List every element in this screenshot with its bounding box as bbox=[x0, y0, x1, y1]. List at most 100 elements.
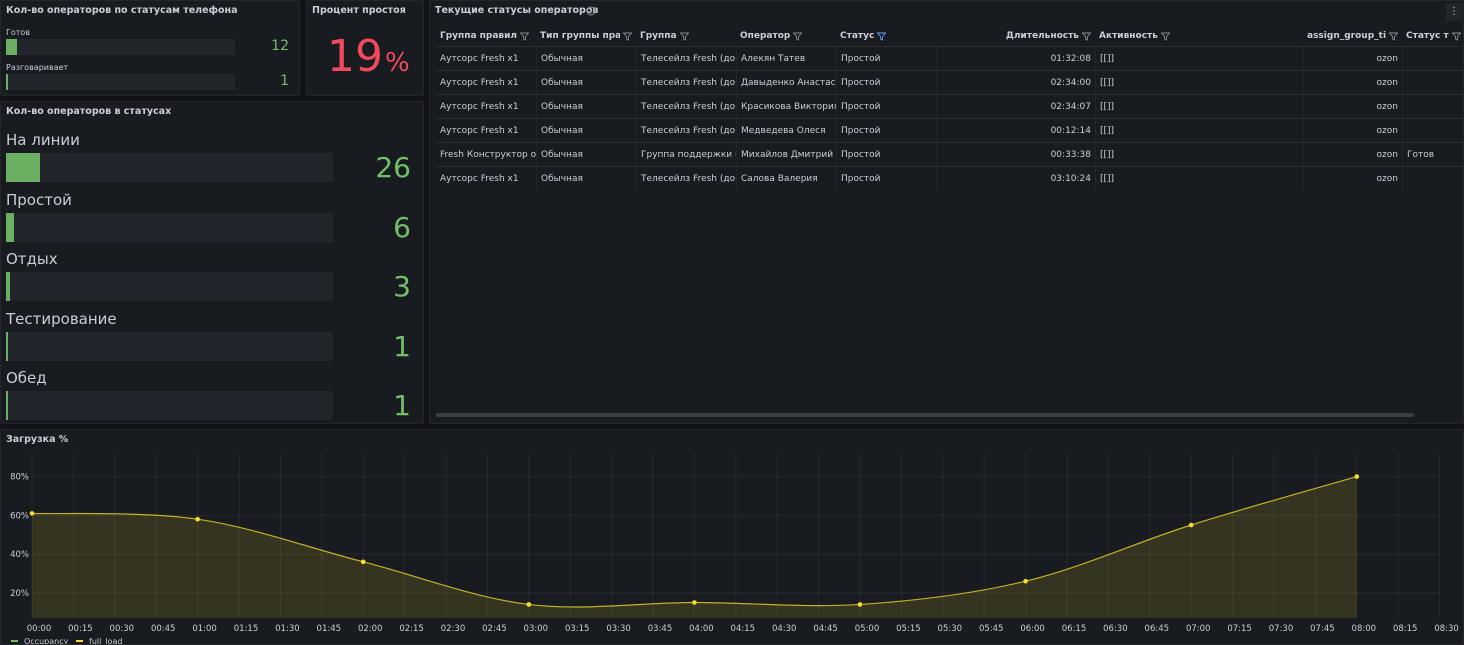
header-text: Группа правил bbox=[440, 25, 517, 47]
table-cell: 01:32:08 bbox=[936, 47, 1095, 71]
x-tick-label: 08:15 bbox=[1393, 624, 1418, 634]
column-header[interactable]: Тип группы прав bbox=[536, 25, 636, 47]
line-chart: 00:0000:1500:3000:4501:0001:1501:3001:45… bbox=[1, 430, 1463, 644]
idle-percent-panel: Процент простоя 19% bbox=[306, 0, 424, 96]
filter-icon[interactable] bbox=[520, 32, 529, 41]
x-tick-label: 02:45 bbox=[482, 624, 507, 634]
x-tick-label: 05:45 bbox=[979, 624, 1004, 634]
gauge-value: 1 bbox=[280, 73, 289, 89]
y-tick-label: 20% bbox=[10, 589, 29, 599]
x-tick-label: 02:15 bbox=[399, 624, 424, 634]
table-cell: Обычная bbox=[536, 95, 636, 119]
x-tick-label: 01:00 bbox=[192, 624, 217, 634]
table-cell: Медведева Олеся bbox=[736, 119, 836, 143]
panel-title: Кол-во операторов по статусам телефона bbox=[6, 5, 238, 16]
gauge-value: 6 bbox=[393, 211, 411, 244]
header-text: Активность bbox=[1099, 25, 1158, 47]
column-header[interactable]: assign_group_ticl bbox=[1303, 25, 1402, 47]
table-cell: ozon bbox=[1303, 119, 1402, 143]
info-icon[interactable] bbox=[586, 6, 596, 16]
gauge-bar bbox=[6, 74, 8, 90]
scrollbar[interactable] bbox=[436, 413, 1414, 417]
gauge-value: 1 bbox=[393, 330, 411, 363]
table-cell: [[]] bbox=[1095, 71, 1303, 95]
x-tick-label: 02:30 bbox=[441, 624, 466, 634]
y-tick-label: 80% bbox=[10, 473, 29, 483]
column-header[interactable]: Оператор bbox=[736, 25, 836, 47]
table-cell: Обычная bbox=[536, 167, 636, 191]
panel-title: Процент простоя bbox=[312, 5, 406, 16]
x-tick-label: 01:15 bbox=[234, 624, 259, 634]
table-cell: Красикова Виктория bbox=[736, 95, 836, 119]
gauge-label: Разговаривает bbox=[6, 63, 68, 72]
filter-icon[interactable] bbox=[1452, 32, 1461, 41]
x-tick-label: 06:15 bbox=[1062, 624, 1087, 634]
table-cell: Обычная bbox=[536, 47, 636, 71]
point bbox=[195, 517, 200, 522]
gauge-value: 3 bbox=[393, 270, 411, 303]
header-text: Длительность bbox=[1006, 25, 1079, 47]
column-header[interactable]: Статус теле bbox=[1402, 25, 1464, 47]
table-cell: 02:34:00 bbox=[936, 71, 1095, 95]
column-header[interactable]: Группа bbox=[636, 25, 736, 47]
table-cell: Телесейлз Fresh (до bbox=[636, 167, 736, 191]
phone-status-panel: Кол-во операторов по статусам телефона Г… bbox=[0, 0, 300, 96]
table-cell: ozon bbox=[1303, 47, 1402, 71]
table-cell: Телесейлз Fresh (до bbox=[636, 47, 736, 71]
gauge-track bbox=[6, 332, 333, 361]
x-tick-label: 02:00 bbox=[358, 624, 383, 634]
filter-icon[interactable] bbox=[1161, 32, 1170, 41]
column-header[interactable]: Статус bbox=[836, 25, 936, 47]
legend-label[interactable]: full_load bbox=[89, 637, 122, 644]
table-cell bbox=[1402, 95, 1464, 119]
filter-icon[interactable] bbox=[623, 32, 632, 41]
gauge-value: 12 bbox=[271, 38, 289, 54]
table-cell: Обычная bbox=[536, 119, 636, 143]
filter-icon[interactable] bbox=[1389, 32, 1398, 41]
table-cell: Алекян Татев bbox=[736, 47, 836, 71]
column-header[interactable]: Группа правил bbox=[436, 25, 536, 47]
column-header[interactable]: Активность bbox=[1095, 25, 1303, 47]
y-tick-label: 40% bbox=[10, 550, 29, 560]
x-tick-label: 04:15 bbox=[731, 624, 756, 634]
x-tick-label: 07:45 bbox=[1310, 624, 1335, 634]
legend-label[interactable]: Occupancy bbox=[24, 637, 69, 644]
gauge-track bbox=[6, 153, 333, 182]
filter-icon[interactable] bbox=[793, 32, 802, 41]
x-tick-label: 04:30 bbox=[772, 624, 797, 634]
x-tick-label: 06:00 bbox=[1020, 624, 1045, 634]
x-tick-label: 06:45 bbox=[1145, 624, 1170, 634]
x-tick-label: 07:15 bbox=[1227, 624, 1252, 634]
x-tick-label: 01:45 bbox=[317, 624, 342, 634]
table-cell bbox=[1402, 167, 1464, 191]
x-tick-label: 03:00 bbox=[524, 624, 549, 634]
header-text: Группа bbox=[640, 25, 677, 47]
header-text: Оператор bbox=[740, 25, 790, 47]
filter-icon[interactable] bbox=[680, 32, 689, 41]
point bbox=[361, 560, 366, 565]
gauge-label: На линии bbox=[6, 131, 80, 149]
table-cell: ozon bbox=[1303, 71, 1402, 95]
filter-icon[interactable] bbox=[877, 32, 886, 41]
panel-menu[interactable]: ⋮ bbox=[1446, 3, 1462, 21]
table-cell: Простой bbox=[836, 119, 936, 143]
table-cell: Аутсорс Fresh x1 bbox=[436, 95, 536, 119]
table-cell: Простой bbox=[836, 47, 936, 71]
gauge-bar bbox=[6, 332, 8, 361]
table-cell: 02:34:07 bbox=[936, 95, 1095, 119]
gauge-value: 1 bbox=[393, 389, 411, 422]
column-header[interactable]: Длительность bbox=[936, 25, 1095, 47]
gauge-track bbox=[6, 272, 333, 301]
table-cell: Аутсорс Fresh x1 bbox=[436, 47, 536, 71]
x-tick-label: 03:45 bbox=[648, 624, 673, 634]
table-cell bbox=[1402, 47, 1464, 71]
table-panel: Текущие статусы операторов ⋮ Группа прав… bbox=[429, 0, 1464, 424]
gauge-bar bbox=[6, 272, 10, 301]
gauge-value: 26 bbox=[375, 151, 411, 184]
gauge-label: Простой bbox=[6, 191, 72, 209]
table-cell: Давыденко Анастас bbox=[736, 71, 836, 95]
table-cell: 00:33:38 bbox=[936, 143, 1095, 167]
gauge-bar bbox=[6, 391, 8, 420]
table-cell: 00:12:14 bbox=[936, 119, 1095, 143]
filter-icon[interactable] bbox=[1082, 32, 1091, 41]
